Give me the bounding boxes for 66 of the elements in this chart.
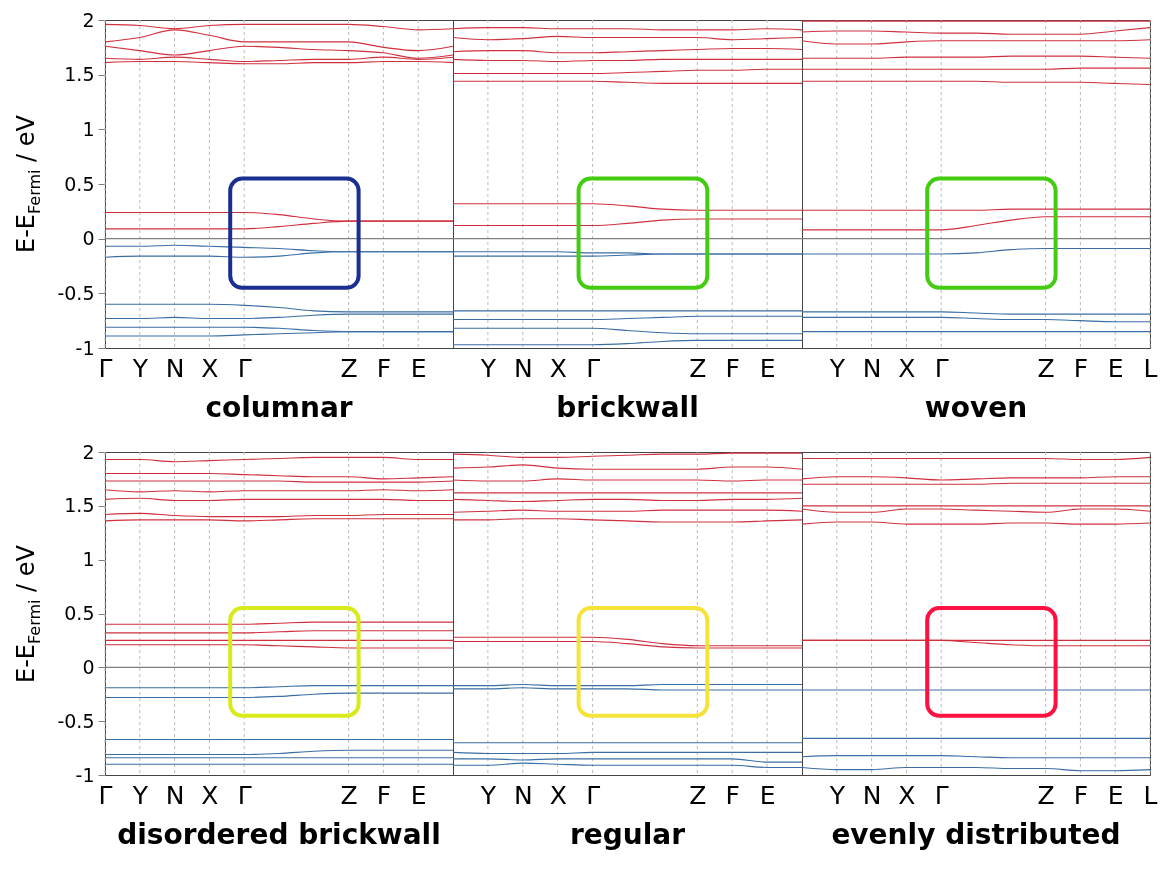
y-tick-label: 0.5: [64, 172, 95, 195]
x-tick-label: E: [410, 353, 427, 383]
x-tick-label: X: [549, 780, 567, 810]
x-tick-label: N: [513, 353, 533, 383]
x-tick-label: Γ: [237, 353, 252, 383]
x-tick-label: Γ: [934, 780, 949, 810]
x-tick-label: E: [759, 780, 776, 810]
y-tick-label: 0.5: [64, 602, 95, 624]
x-tick-label: Z: [689, 780, 707, 810]
x-tick-label: F: [376, 353, 392, 383]
y-tick-label: -1: [75, 763, 95, 786]
y-tick-label: 1: [82, 117, 95, 140]
x-tick-label: Y: [131, 780, 149, 810]
x-tick-label: E: [759, 353, 776, 383]
y-tick-label: 0: [82, 655, 95, 678]
y-tick-label: 1: [82, 548, 95, 571]
x-tick-label: Z: [689, 353, 707, 383]
x-tick-label: Z: [340, 780, 358, 810]
text: disordered brickwall: [117, 818, 441, 851]
x-tick-label: X: [201, 780, 219, 810]
x-tick-label: Y: [131, 353, 149, 383]
x-tick-label: F: [725, 353, 740, 383]
x-tick-label: X: [898, 780, 916, 810]
x-tick-label: E: [1107, 353, 1124, 383]
x-tick-label: Y: [479, 353, 497, 383]
y-tick-label: 1.5: [64, 63, 95, 86]
x-tick-label: F: [376, 780, 392, 810]
y-tick-label: 2: [82, 8, 95, 31]
x-tick-label: Γ: [237, 780, 252, 810]
x-tick-label: E: [410, 780, 427, 810]
x-tick-label: N: [165, 780, 185, 810]
x-tick-label: Y: [828, 353, 846, 383]
text: columnar: [205, 391, 353, 424]
x-tick-label: Z: [1037, 780, 1055, 810]
text: evenly distributed: [831, 818, 1121, 851]
x-tick-label: Γ: [98, 353, 113, 383]
x-tick-label: Z: [1037, 353, 1055, 383]
y-tick-label: 1.5: [64, 494, 95, 517]
x-tick-label: Z: [340, 353, 358, 383]
x-tick-label: X: [201, 353, 219, 383]
y-tick-label: 2: [82, 440, 95, 463]
y-tick-label: -0.5: [57, 281, 95, 304]
x-tick-label: Γ: [98, 780, 113, 810]
x-tick-label: X: [549, 353, 567, 383]
y-tick-label: 0: [82, 227, 95, 250]
x-tick-label: F: [1073, 780, 1089, 810]
x-tick-label: Γ: [586, 780, 601, 810]
x-tick-label: L: [1143, 780, 1158, 810]
x-tick-label: N: [165, 353, 185, 383]
x-tick-label: N: [862, 353, 882, 383]
x-tick-label: L: [1143, 353, 1158, 383]
x-tick-label: N: [513, 780, 533, 810]
x-tick-label: Y: [479, 780, 497, 810]
x-tick-label: E: [1107, 780, 1124, 810]
text: woven: [924, 391, 1028, 424]
x-tick-label: N: [862, 780, 882, 810]
x-tick-label: Y: [828, 780, 846, 810]
x-tick-label: F: [725, 780, 740, 810]
x-tick-label: Γ: [934, 353, 949, 383]
x-tick-label: F: [1073, 353, 1089, 383]
x-tick-label: X: [898, 353, 916, 383]
text: brickwall: [556, 391, 699, 424]
y-tick-label: -0.5: [57, 709, 95, 732]
x-tick-label: Γ: [586, 353, 601, 383]
text: regular: [569, 818, 686, 851]
y-tick-label: -1: [75, 336, 95, 359]
